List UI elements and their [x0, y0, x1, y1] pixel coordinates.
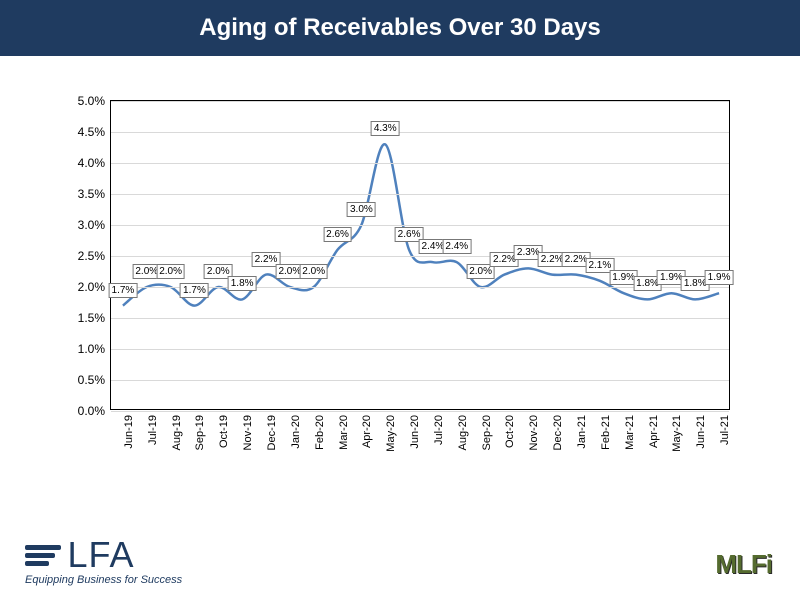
data-point-label: 1.9% [705, 270, 734, 285]
data-point-label: 3.0% [347, 202, 376, 217]
x-tick-label: Nov-20 [528, 415, 540, 450]
x-tick-label: Feb-20 [314, 415, 326, 450]
x-tick-label: Jun-19 [123, 415, 135, 449]
data-point-label: 1.7% [109, 283, 138, 298]
y-tick-label: 0.5% [78, 373, 105, 387]
y-tick-label: 1.0% [78, 342, 105, 356]
x-tick-label: Sep-19 [194, 415, 206, 450]
y-tick-label: 1.5% [78, 311, 105, 325]
x-tick-label: Oct-19 [218, 415, 230, 448]
x-tick-label: Apr-20 [361, 415, 373, 448]
gridline [111, 411, 729, 412]
gridline [111, 349, 729, 350]
data-point-label: 1.8% [228, 276, 257, 291]
elfa-logo-bars [25, 542, 61, 569]
chart-title: Aging of Receivables Over 30 Days [0, 0, 800, 56]
y-tick-label: 4.0% [78, 156, 105, 170]
x-tick-label: Mar-21 [624, 415, 636, 450]
mlfi-logo: MLFi [715, 549, 772, 580]
elfa-tagline: Equipping Business for Success [25, 574, 182, 586]
x-tick-label: Apr-21 [648, 415, 660, 448]
x-tick-label: Jul-21 [719, 415, 731, 445]
y-tick-label: 5.0% [78, 94, 105, 108]
x-tick-label: May-20 [385, 415, 397, 452]
y-tick-label: 2.5% [78, 249, 105, 263]
data-point-label: 2.0% [156, 264, 185, 279]
y-tick-label: 0.0% [78, 404, 105, 418]
chart-plot-area: 0.0%0.5%1.0%1.5%2.0%2.5%3.0%3.5%4.0%4.5%… [110, 100, 730, 410]
x-tick-label: Jan-20 [290, 415, 302, 449]
data-point-label: 1.7% [180, 283, 209, 298]
x-tick-label: Jul-19 [147, 415, 159, 445]
x-tick-label: Jun-21 [695, 415, 707, 449]
x-tick-label: Sep-20 [481, 415, 493, 450]
data-point-label: 2.4% [442, 239, 471, 254]
x-tick-label: Nov-19 [242, 415, 254, 450]
gridline [111, 101, 729, 102]
elfa-logo-text: LFA [67, 534, 134, 576]
elfa-logo: LFA Equipping Business for Success [25, 534, 182, 586]
gridline [111, 163, 729, 164]
gridline [111, 194, 729, 195]
y-tick-label: 2.0% [78, 280, 105, 294]
x-tick-label: Dec-20 [552, 415, 564, 450]
x-tick-label: Aug-20 [457, 415, 469, 450]
x-tick-label: Feb-21 [600, 415, 612, 450]
x-tick-label: Oct-20 [504, 415, 516, 448]
x-tick-label: Jul-20 [433, 415, 445, 445]
line-series [111, 101, 729, 409]
gridline [111, 132, 729, 133]
y-tick-label: 4.5% [78, 125, 105, 139]
x-tick-label: Jan-21 [576, 415, 588, 449]
x-tick-label: May-21 [671, 415, 683, 452]
gridline [111, 318, 729, 319]
gridline [111, 256, 729, 257]
data-point-label: 2.6% [323, 227, 352, 242]
data-point-label: 2.0% [299, 264, 328, 279]
data-point-label: 4.3% [371, 121, 400, 136]
x-tick-label: Aug-19 [171, 415, 183, 450]
x-tick-label: Dec-19 [266, 415, 278, 450]
y-tick-label: 3.5% [78, 187, 105, 201]
x-tick-label: Jun-20 [409, 415, 421, 449]
x-tick-label: Mar-20 [338, 415, 350, 450]
gridline [111, 380, 729, 381]
y-tick-label: 3.0% [78, 218, 105, 232]
